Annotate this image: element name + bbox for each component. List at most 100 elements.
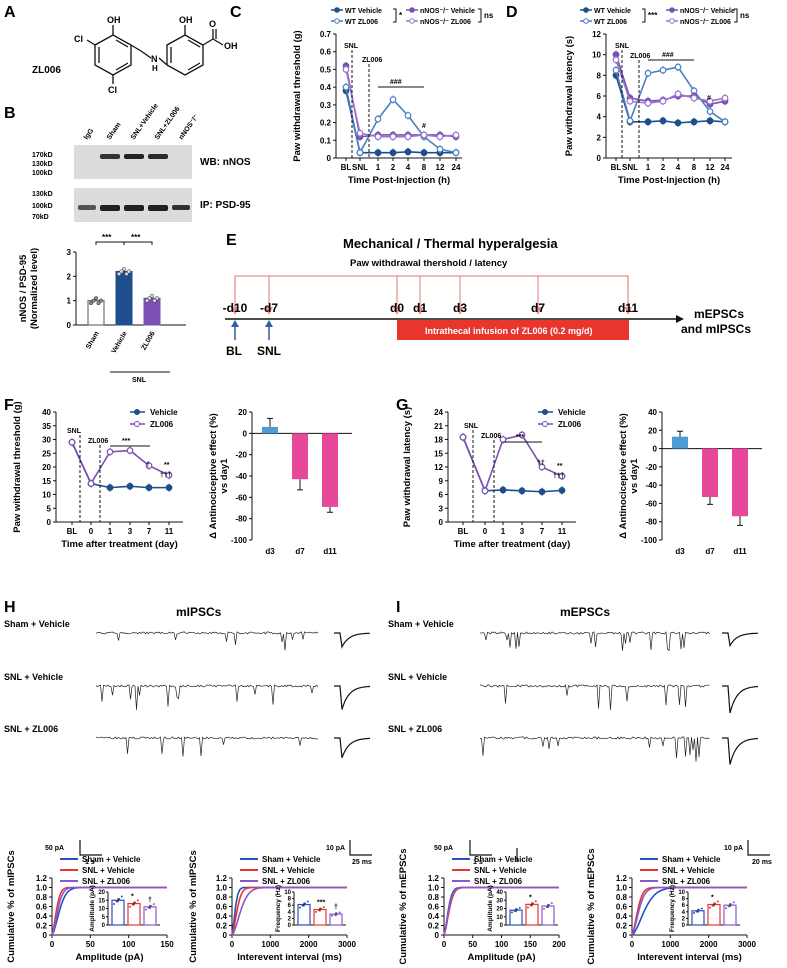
h-scale-y2: 10 pA — [326, 845, 345, 852]
infusion-bar — [397, 320, 629, 340]
x-tick-label: 1000 — [261, 940, 279, 949]
average-trace — [722, 685, 759, 714]
panel-letter-a: A — [4, 4, 16, 21]
i-scale-x2: 20 ms — [752, 859, 772, 866]
y-tick-label: 10 — [592, 51, 601, 60]
atom-oh2: OH — [179, 15, 193, 25]
timepoint-label: d1 — [413, 301, 427, 315]
arrow-head — [265, 320, 273, 327]
y-tick-label: -100 — [231, 536, 248, 545]
x-tick-label: 24 — [721, 163, 730, 172]
lane-label: Sham — [106, 122, 123, 142]
y-axis-label: Δ Antinociceptive effect (%) — [618, 413, 629, 539]
y-tick-label: 0 — [439, 518, 444, 527]
sig-bracket — [95, 241, 125, 245]
arrow-head — [231, 307, 239, 315]
inset-tick-label: 2 — [288, 916, 292, 922]
atom-n: N — [151, 54, 158, 64]
compound-name: ZL006 — [32, 65, 61, 76]
inset-point — [732, 901, 735, 904]
y-tick-label: 0.5 — [320, 65, 332, 74]
data-point — [706, 108, 714, 115]
x-tick-label: 200 — [552, 940, 566, 949]
y-axis-label-2: vs day1 — [219, 458, 230, 494]
x-tick-label: 2000 — [300, 940, 318, 949]
y-tick-label: 15 — [434, 449, 443, 458]
series-line — [71, 441, 169, 489]
annot: ** — [164, 462, 170, 469]
bar — [702, 448, 718, 498]
arrow-head — [534, 307, 542, 315]
data-point — [659, 66, 667, 74]
y-tick-label: 35 — [42, 422, 51, 431]
inset-ylabel: Amplitude (pA) — [89, 885, 96, 932]
y-tick-label: 6 — [597, 92, 602, 101]
inset-point — [527, 906, 529, 909]
inset-point — [136, 899, 139, 902]
inset-point — [532, 902, 535, 905]
data-point — [106, 484, 114, 492]
inset-point — [550, 902, 553, 905]
average-trace — [334, 685, 371, 710]
data-point — [659, 117, 667, 125]
trace-label: SNL + Vehicle — [388, 672, 447, 682]
y-tick-label: 0.8 — [36, 893, 48, 902]
panel-letter-g: G — [396, 397, 408, 414]
legend-label: WT Vehicle — [345, 8, 382, 15]
y-tick-label: 0.6 — [616, 903, 628, 912]
inset-point — [698, 909, 701, 912]
data-point — [374, 115, 382, 123]
x-tick-label: 50 — [86, 940, 95, 949]
lane-label: nNOS⁻/⁻ — [178, 113, 200, 141]
y-tick-label: 20 — [238, 408, 247, 417]
atom-cl2: Cl — [108, 85, 117, 95]
data-point — [690, 94, 698, 102]
y-tick-label: 3 — [67, 248, 72, 257]
y-tick-label: 0 — [243, 429, 248, 438]
annot: ZL006 — [88, 438, 108, 445]
data-point — [420, 131, 428, 139]
annot: # — [707, 95, 711, 102]
y-tick-label: -80 — [645, 518, 657, 527]
inset-point — [315, 910, 317, 913]
x-tick-label: 150 — [524, 940, 538, 949]
legend-label: nNOS⁻/⁻ ZL006 — [420, 19, 471, 26]
y-tick-label: 15 — [42, 477, 51, 486]
y-tick-label: 0 — [47, 518, 52, 527]
data-point — [518, 431, 526, 439]
band — [124, 154, 144, 159]
y-tick-label: 0.2 — [216, 922, 228, 931]
benzene-ring-right — [166, 34, 204, 76]
x-tick-label: BL — [611, 163, 622, 172]
inset-tick-label: 0 — [500, 923, 504, 929]
y-axis-label: Paw withdrawal threshold (g) — [292, 30, 303, 161]
trace-label: Sham + Vehicle — [388, 619, 454, 629]
inset-point — [129, 905, 131, 908]
legend-marker — [409, 18, 415, 24]
legend-marker — [334, 7, 340, 13]
timepoint-label: d11 — [618, 301, 638, 315]
annot: ### — [390, 79, 402, 86]
y-tick-label: 2 — [67, 272, 72, 281]
y-tick-label: 0.2 — [36, 922, 48, 931]
h-scale-x1: 1 s — [85, 859, 95, 866]
x-tick-label: BL — [458, 527, 469, 536]
y-tick-label: 0.2 — [320, 119, 332, 128]
legend-label: SNL + ZL006 — [82, 877, 131, 886]
y-axis-label-2: vs day1 — [629, 458, 640, 494]
legend-label: Vehicle — [150, 408, 178, 417]
inset-point — [695, 910, 698, 913]
inset-point — [716, 900, 719, 903]
chart-f2: 20 0 -20 -40 -60 -80 -100 Δ Antinociceptive eff… — [208, 408, 352, 556]
data-point — [389, 149, 397, 157]
timeline-subtitle: Paw withdrawal thershold / latency — [350, 258, 508, 269]
y-axis-label-2: (Normalized level) — [29, 248, 40, 329]
inset-point — [150, 904, 153, 907]
inset-ylabel: Frequency (Hz) — [275, 885, 282, 932]
data-point — [459, 433, 467, 441]
arrow-head — [676, 315, 684, 323]
data-point — [165, 484, 173, 492]
y-tick-label: 18 — [434, 436, 443, 445]
